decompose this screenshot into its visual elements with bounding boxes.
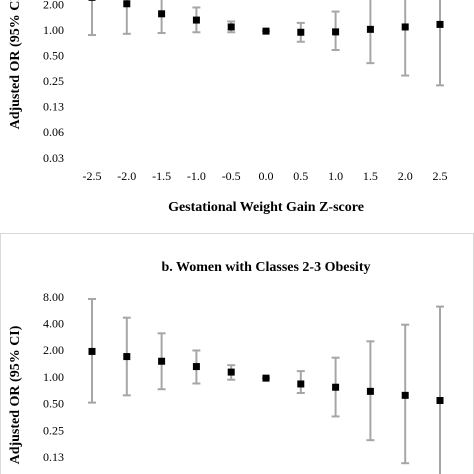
x-tick-label: 1.5 (363, 169, 378, 183)
point (158, 357, 166, 365)
y-tick-label: 0.50 (43, 397, 64, 411)
y-tick-label: 0.50 (43, 48, 64, 62)
y-axis-label: Adjusted OR (95% CI) (8, 0, 23, 129)
x-tick-label: 2.5 (433, 169, 448, 183)
x-tick-label: 1.0 (328, 169, 343, 183)
point (436, 396, 444, 404)
point (88, 0, 96, 1)
y-tick-label: 1.00 (43, 370, 64, 384)
point (88, 347, 96, 355)
x-tick-label: 2.0 (398, 169, 413, 183)
x-tick-label: -2.0 (117, 169, 136, 183)
point (158, 10, 166, 18)
point (227, 23, 235, 31)
y-tick-label: 0.25 (43, 423, 64, 437)
y-axis-label: Adjusted OR (95% CI) (8, 325, 23, 464)
y-tick-label: 0.13 (43, 100, 64, 114)
y-tick-label: 0.13 (43, 450, 64, 464)
point (123, 353, 131, 361)
x-tick-label: -0.5 (222, 169, 241, 183)
x-tick-label: 0.0 (259, 169, 274, 183)
point (366, 25, 374, 33)
point (297, 380, 305, 388)
point (262, 27, 270, 35)
point (401, 391, 409, 399)
point (332, 383, 340, 391)
y-tick-label: 2.00 (43, 0, 64, 11)
point (332, 28, 340, 36)
chart-title: b. Women with Classes 2-3 Obesity (162, 260, 371, 275)
x-axis-label: Gestational Weight Gain Z-score (168, 200, 364, 215)
point (192, 363, 200, 371)
x-tick-label: -1.0 (187, 169, 206, 183)
point (123, 0, 131, 8)
x-tick-label: -1.5 (152, 169, 171, 183)
y-tick-label: 2.00 (43, 343, 64, 357)
y-tick-label: 0.25 (43, 74, 64, 88)
point (262, 374, 270, 382)
y-tick-label: 8.00 (43, 290, 64, 304)
y-tick-label: 0.06 (43, 125, 64, 139)
x-tick-label: 0.5 (293, 169, 308, 183)
point (297, 28, 305, 36)
point (366, 387, 374, 395)
point (192, 16, 200, 24)
point (227, 368, 235, 376)
point (401, 23, 409, 31)
x-tick-label: -2.5 (83, 169, 102, 183)
point (436, 20, 444, 28)
y-tick-label: 0.03 (43, 151, 64, 165)
y-tick-label: 4.00 (43, 316, 64, 330)
y-tick-label: 1.00 (43, 23, 64, 37)
